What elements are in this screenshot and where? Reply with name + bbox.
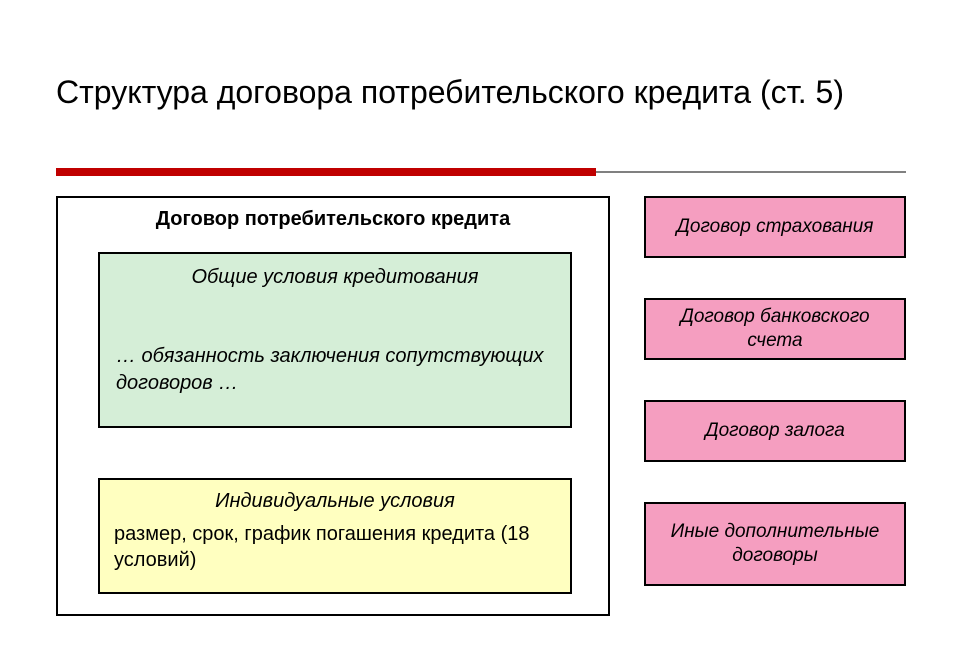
main-contract-box: Договор потребительского кредита Общие у…: [56, 196, 610, 616]
gray-underline: [596, 171, 906, 173]
individual-conditions-box: Индивидуальные условия размер, срок, гра…: [98, 478, 572, 594]
individual-conditions-body: размер, срок, график погашения кредита (…: [114, 521, 556, 573]
red-underline: [56, 168, 596, 176]
main-box-title: Договор потребительского кредита: [58, 198, 608, 239]
side-box-pledge: Договор залога: [644, 400, 906, 462]
side-box-label: Договор банковского счета: [652, 305, 898, 353]
general-conditions-box: Общие условия кредитования … обязанность…: [98, 252, 572, 428]
general-conditions-body: … обязанность заключения сопутствующих д…: [116, 343, 554, 397]
side-box-label: Договор залога: [705, 419, 845, 443]
side-box-label: Договор страхования: [677, 215, 874, 239]
side-box-label: Иные дополнительные договоры: [652, 520, 898, 568]
individual-conditions-title: Индивидуальные условия: [114, 490, 556, 513]
general-conditions-title: Общие условия кредитования: [116, 266, 554, 289]
side-box-other: Иные дополнительные договоры: [644, 502, 906, 586]
side-box-bank-account: Договор банковского счета: [644, 298, 906, 360]
slide-title: Структура договора потребительского кред…: [56, 72, 844, 114]
side-box-insurance: Договор страхования: [644, 196, 906, 258]
